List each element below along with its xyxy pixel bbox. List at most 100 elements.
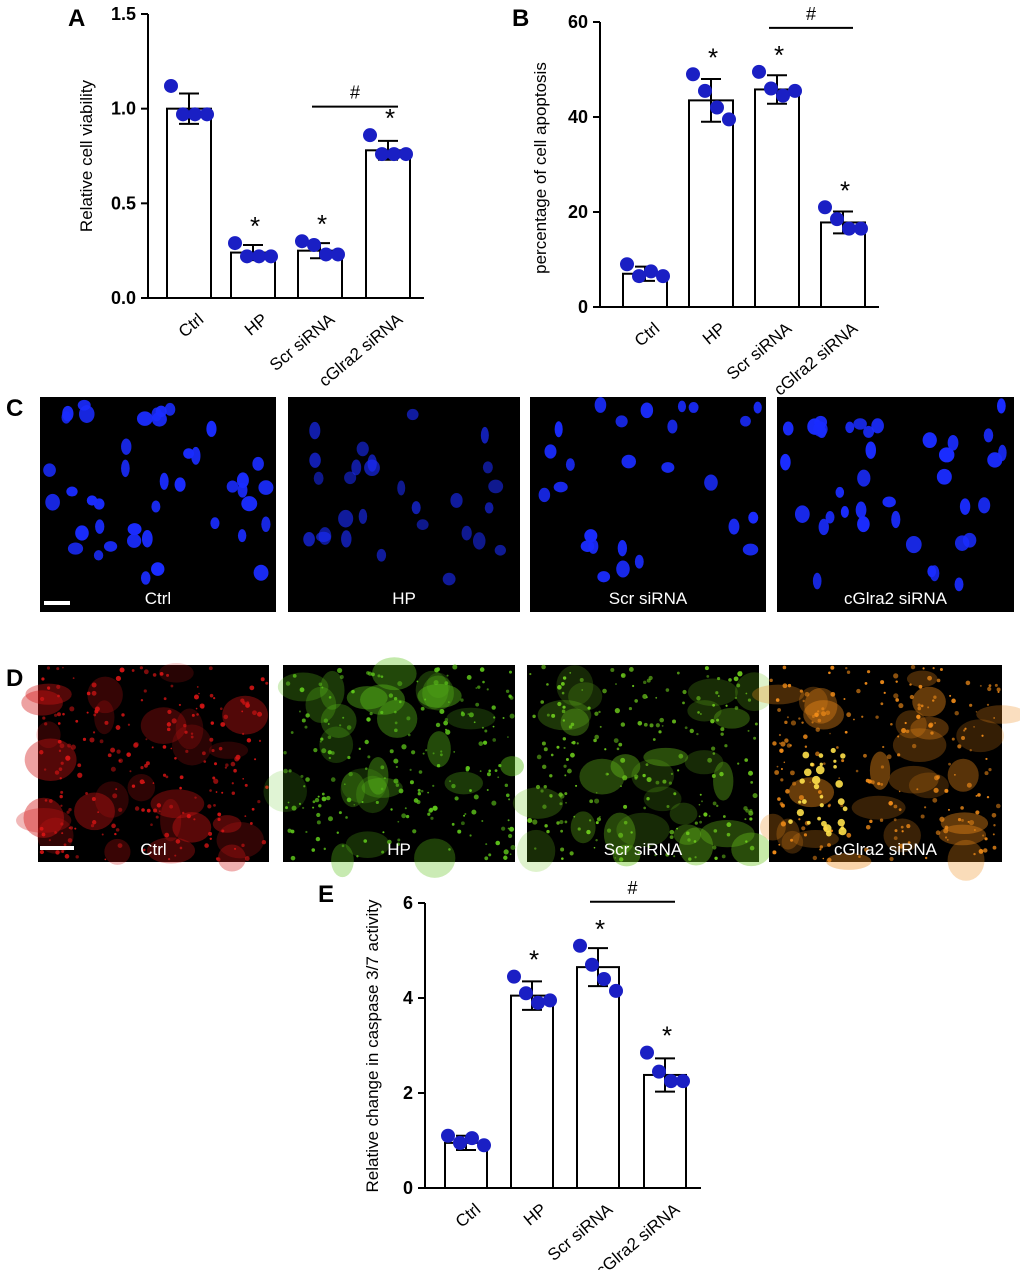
stain-dot [133, 742, 139, 748]
stain-dot [85, 791, 88, 795]
stain-dot [291, 805, 297, 811]
stain-dot [249, 822, 253, 825]
stain-dot [698, 803, 701, 806]
stain-dot [287, 828, 292, 833]
stain-dot [90, 824, 95, 828]
stain-dot [968, 819, 975, 826]
stain-cluster [222, 695, 269, 735]
stain-dot [784, 720, 788, 725]
stain-cluster [804, 687, 838, 724]
stain-dot [444, 681, 449, 686]
data-point [465, 1131, 479, 1146]
stain-dot [252, 710, 257, 716]
stain-dot [492, 738, 497, 742]
nucleus [303, 532, 315, 547]
stain-dot [965, 680, 971, 686]
stain-dot [439, 709, 445, 715]
stain-dot [902, 853, 905, 856]
stain-dot [954, 711, 959, 716]
nucleus [450, 492, 463, 508]
stain-dot [150, 823, 153, 827]
stain-dot [91, 796, 96, 801]
stain-dot [367, 671, 373, 676]
bright-spot [813, 783, 820, 790]
stain-dot [383, 777, 386, 780]
image-background [769, 665, 1002, 862]
stain-cluster [687, 700, 722, 722]
category-label: HP [241, 310, 271, 340]
stain-dot [327, 816, 333, 822]
stain-dot [618, 742, 623, 747]
stain-dot [988, 684, 992, 688]
stain-dot [341, 844, 345, 848]
stain-cluster [346, 686, 388, 710]
stain-cluster [23, 797, 65, 839]
stain-dot [41, 832, 46, 837]
stain-dot [427, 791, 430, 794]
stain-dot [783, 761, 786, 764]
stain-dot [417, 788, 421, 792]
stain-cluster [610, 754, 641, 779]
stain-dot [780, 741, 786, 747]
stain-dot [829, 732, 831, 735]
bright-spot [817, 816, 822, 821]
stain-dot [59, 794, 63, 799]
stain-dot [58, 749, 62, 753]
stain-cluster [616, 812, 670, 848]
stain-dot [778, 843, 781, 846]
stain-dot [75, 719, 79, 723]
image-caption: HP [387, 840, 411, 859]
stain-dot [316, 812, 321, 818]
image-background [283, 665, 515, 862]
stain-dot [58, 767, 63, 771]
stain-cluster [160, 798, 182, 842]
stain-dot [920, 814, 925, 819]
stain-dot [544, 824, 548, 828]
stain-dot [586, 829, 591, 835]
data-point [200, 107, 214, 122]
stain-dot [888, 801, 893, 806]
stain-dot [369, 711, 373, 716]
stain-cluster [643, 786, 682, 812]
stain-dot [602, 688, 607, 694]
stain-dot [216, 857, 221, 862]
nucleus [544, 444, 557, 459]
stain-dot [353, 803, 356, 806]
stain-dot [503, 855, 508, 860]
category-label: HP [520, 1200, 550, 1230]
bright-spot [802, 751, 810, 759]
stain-dot [420, 706, 425, 711]
stain-dot [957, 818, 962, 822]
stain-dot [994, 683, 998, 687]
data-point [640, 1045, 654, 1060]
stain-dot [527, 817, 533, 823]
significance-star: * [662, 1021, 672, 1051]
stain-dot [251, 807, 255, 811]
stain-dot [300, 774, 304, 778]
stain-dot [62, 712, 65, 716]
stain-dot [285, 806, 289, 810]
stain-dot [825, 710, 831, 716]
nucleus [863, 425, 875, 438]
stain-dot [425, 749, 428, 752]
stain-dot [196, 686, 199, 688]
stain-dot [982, 834, 985, 837]
stain-dot [932, 699, 935, 702]
stain-dot [546, 683, 549, 686]
stain-dot [320, 737, 324, 741]
stain-dot [380, 710, 384, 715]
stain-dot [886, 754, 892, 760]
stain-dot [198, 692, 200, 695]
stain-dot [77, 772, 83, 778]
stain-dot [507, 736, 509, 738]
stain-dot [924, 806, 927, 809]
stain-dot [682, 701, 685, 705]
nucleus [594, 397, 607, 413]
stain-dot [398, 788, 404, 794]
stain-dot [786, 716, 789, 719]
stain-dot [196, 713, 199, 716]
stain-dot [397, 838, 401, 842]
stain-dot [327, 735, 332, 740]
stain-cluster [415, 670, 449, 710]
stain-dot [162, 745, 167, 749]
